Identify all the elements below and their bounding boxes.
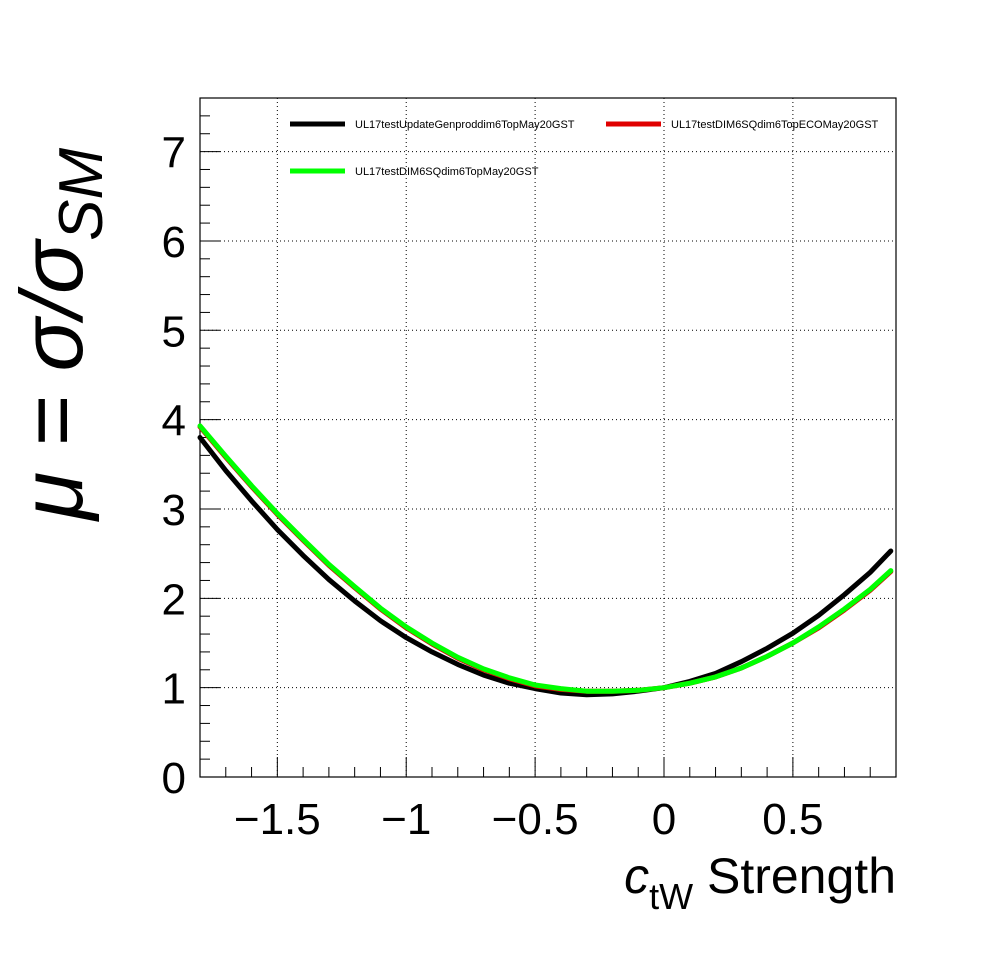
y-tick-label: 2 <box>162 575 186 624</box>
y-tick-label: 3 <box>162 486 186 535</box>
y-tick-label: 7 <box>162 129 186 178</box>
series-lines <box>197 423 894 698</box>
y-axis-label: μ = σ/σSM <box>2 148 116 522</box>
y-tick-label: 1 <box>162 665 186 714</box>
grid <box>200 98 896 777</box>
legend-label: UL17testDIM6SQdim6TopMay20GST <box>355 166 539 178</box>
x-tick-label: 0 <box>652 795 676 844</box>
legend-label: UL17testDIM6SQdim6TopECOMay20GST <box>671 119 879 131</box>
x-tick-label: −1 <box>381 795 431 844</box>
x-tick-label: 0.5 <box>762 795 823 844</box>
series-line-2 <box>197 423 894 694</box>
x-tick-label: −0.5 <box>492 795 579 844</box>
x-tick-label: −1.5 <box>234 795 321 844</box>
legend: UL17testUpdateGenproddim6TopMay20GST UL17… <box>290 119 879 178</box>
y-tick-label: 6 <box>162 218 186 267</box>
series-line-0 <box>197 435 894 698</box>
y-tick-label: 5 <box>162 307 186 356</box>
legend-label: UL17testUpdateGenproddim6TopMay20GST <box>355 119 575 131</box>
y-tick-label: 4 <box>162 397 186 446</box>
y-tick-label: 0 <box>162 754 186 803</box>
x-axis-label: ctW Strength <box>624 848 896 917</box>
